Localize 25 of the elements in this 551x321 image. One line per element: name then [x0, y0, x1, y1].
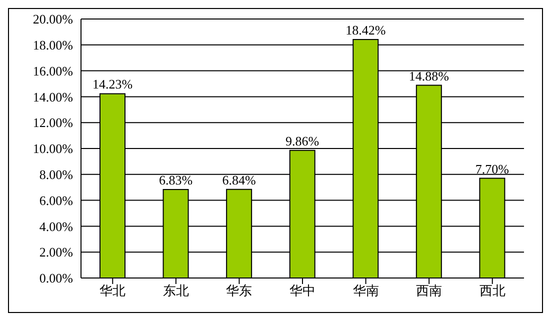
data-label: 6.83%	[158, 172, 193, 188]
x-tick-label: 东北	[162, 283, 189, 298]
x-tick-label: 西北	[479, 283, 506, 298]
y-tick-label: 4.00%	[39, 218, 74, 234]
y-tick-label: 18.00%	[32, 38, 74, 53]
x-tick-label: 西南	[416, 283, 442, 298]
x-tick-label: 华北	[100, 283, 126, 298]
data-label: 7.70%	[475, 161, 510, 176]
data-label: 9.86%	[286, 133, 320, 148]
data-label: 6.84%	[222, 172, 256, 188]
x-tick-label: 华东	[226, 283, 252, 298]
y-tick-label: 10.00%	[32, 141, 74, 156]
y-tick-label: 16.00%	[32, 63, 74, 78]
x-tick-label: 华南	[352, 283, 379, 298]
y-tick-label: 6.00%	[39, 192, 74, 208]
y-tick-label: 0.00%	[39, 270, 74, 286]
x-tick-label: 华中	[290, 283, 316, 298]
data-label: 14.88%	[408, 68, 450, 84]
y-tick-label: 8.00%	[39, 167, 74, 182]
data-label: 18.42%	[346, 22, 386, 38]
data-label: 14.23%	[92, 76, 133, 92]
y-tick-label: 12.00%	[32, 115, 74, 130]
y-tick-label: 2.00%	[39, 244, 74, 260]
y-tick-label: 14.00%	[32, 89, 74, 104]
y-tick-label: 20.00%	[32, 12, 74, 27]
